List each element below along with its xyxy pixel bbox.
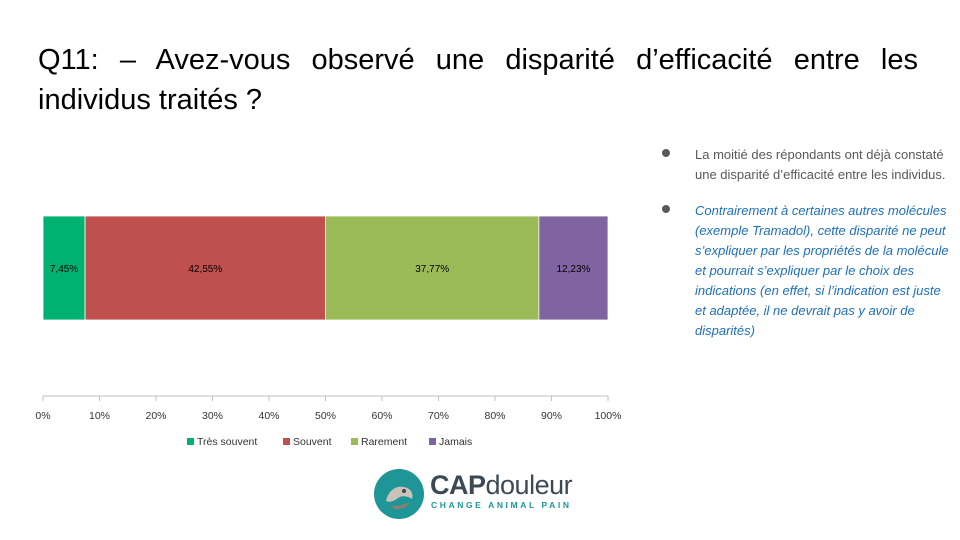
legend-label: Souvent [293,436,332,448]
bar-segment [84,215,326,321]
bullet-text: Contrairement à certaines autres molécul… [695,203,949,338]
x-tick-label: 20% [145,410,166,422]
x-tick-label: 40% [258,410,279,422]
bar-segment [538,215,609,321]
bullet-dot-icon [662,205,670,213]
bar-segment [325,215,540,321]
page-title: Q11: – Avez-vous observé une disparité d… [38,44,918,116]
logo-name: CAPdouleur [430,469,573,501]
logo-name-part2: douleur [485,470,573,500]
stacked-bar-chart: 0% 10% 20% 30% 40% 50% 60% 70% 80% 90% 100% 7,45% 42… [35,215,622,448]
x-tick-label: 80% [484,410,505,422]
bullet-text: La moitié des répondants ont déjà consta… [695,147,946,182]
legend-swatch [351,438,358,445]
capdouleur-logo: CAPdouleur CHANGE ANIMAL PAIN [374,467,594,523]
bullet-item: La moitié des répondants ont déjà consta… [658,145,950,185]
data-label: 42,55% [188,264,222,275]
chart-canvas: 0% 10% 20% 30% 40% 50% 60% 70% 80% 90% 100% 7,45% 42… [35,215,622,448]
x-tick-label: 30% [202,410,223,422]
x-tick-label: 50% [315,410,336,422]
logo-tagline: CHANGE ANIMAL PAIN [431,500,572,510]
legend-label: Rarement [361,436,407,448]
legend-swatch [429,438,436,445]
legend-swatch [187,438,194,445]
logo-emblem-icon [374,469,424,519]
legend-swatch [283,438,290,445]
bar-segment [42,215,86,321]
legend-label: Très souvent [197,436,257,448]
bullet-list: La moitié des répondants ont déjà consta… [658,145,950,357]
bullet-dot-icon [662,149,670,157]
x-tick-label: 90% [541,410,562,422]
x-tick-label: 10% [89,410,110,422]
data-label: 7,45% [50,264,78,275]
x-tick-label: 100% [595,410,622,422]
data-label: 12,23% [556,264,590,275]
bullet-item: Contrairement à certaines autres molécul… [658,201,950,341]
x-tick-label: 70% [428,410,449,422]
logo-name-part1: CAP [430,470,486,500]
data-label: 37,77% [415,264,449,275]
x-tick-label: 60% [371,410,392,422]
legend-label: Jamais [439,436,472,448]
x-tick-label: 0% [35,410,50,422]
